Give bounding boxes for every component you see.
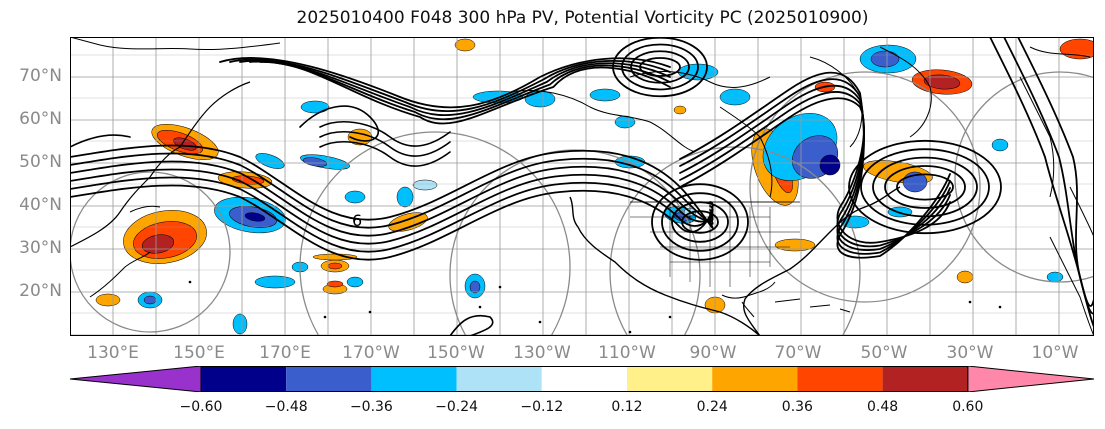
- lon-label: 150°W: [411, 343, 501, 363]
- pv-anomaly-fill: [1047, 272, 1063, 282]
- lon-label: 90°W: [668, 343, 758, 363]
- pv-anomaly-fill: [347, 277, 363, 287]
- colorbar-swatch: [797, 366, 882, 392]
- lon-label: 130°E: [68, 343, 158, 363]
- colorbar-tick-label: 0.24: [677, 399, 747, 415]
- island: [629, 331, 632, 334]
- pv-anomaly-fill: [255, 276, 295, 288]
- pv-anomaly-fill: [674, 106, 686, 114]
- colorbar-swatch: [712, 366, 797, 392]
- pv-anomaly-fill: [871, 51, 899, 67]
- island: [499, 286, 502, 289]
- colorbar: [70, 366, 1095, 392]
- pv-anomaly-fill: [144, 296, 156, 304]
- pv-anomaly-fill: [720, 89, 750, 105]
- island: [969, 301, 972, 304]
- colorbar-tick-label: 0.60: [933, 399, 1003, 415]
- lat-label: 30°N: [0, 238, 62, 258]
- island: [369, 311, 372, 314]
- lon-label: 50°W: [839, 343, 929, 363]
- lon-label: 30°W: [925, 343, 1015, 363]
- colorbar-tick-label: 0.36: [762, 399, 832, 415]
- lon-label: 130°W: [497, 343, 587, 363]
- colorbar-tick-label: −0.12: [507, 399, 577, 415]
- lon-label: 10°W: [1010, 343, 1100, 363]
- island: [479, 306, 482, 309]
- island: [669, 316, 672, 319]
- colorbar-swatch: [457, 366, 542, 392]
- pv-anomaly-fill: [96, 294, 120, 306]
- lon-label: 170°W: [326, 343, 416, 363]
- map-panel: 6: [70, 37, 1094, 336]
- colorbar-swatch: [883, 366, 968, 392]
- pv-anomaly-fill: [413, 180, 437, 190]
- island: [324, 316, 327, 319]
- pv-anomaly-fill: [328, 263, 342, 269]
- lon-label: 170°E: [240, 343, 330, 363]
- pv-anomaly-fill: [345, 191, 365, 203]
- lon-label: 150°E: [154, 343, 244, 363]
- lon-label: 110°W: [582, 343, 672, 363]
- colorbar-tick-label: −0.48: [251, 399, 321, 415]
- colorbar-swatch: [627, 366, 712, 392]
- pv-anomaly-fill: [470, 281, 480, 293]
- colorbar-extend-min: [70, 366, 201, 392]
- pv-anomaly-fill: [590, 89, 620, 101]
- pv-anomaly-fill: [397, 187, 413, 207]
- colorbar-tick-label: 0.12: [592, 399, 662, 415]
- colorbar-swatch: [542, 366, 627, 392]
- colorbar-swatch: [371, 366, 456, 392]
- colorbar-tick-label: −0.36: [336, 399, 406, 415]
- lat-label: 50°N: [0, 152, 62, 172]
- lat-label: 20°N: [0, 281, 62, 301]
- lon-label: 70°W: [753, 343, 843, 363]
- colorbar-tick-label: −0.60: [166, 399, 236, 415]
- island: [999, 306, 1002, 309]
- pv-anomaly-fill: [957, 271, 973, 283]
- colorbar-extend-max: [968, 366, 1094, 392]
- colorbar-tick-label: 0.48: [848, 399, 918, 415]
- lat-label: 60°N: [0, 109, 62, 129]
- contour-label: 6: [352, 211, 362, 230]
- pv-anomaly-fill: [327, 281, 343, 287]
- lat-label: 70°N: [0, 66, 62, 86]
- pv-anomaly-fill: [455, 39, 475, 51]
- colorbar-tick-label: −0.24: [422, 399, 492, 415]
- lat-label: 40°N: [0, 195, 62, 215]
- pv-anomaly-fill: [233, 314, 247, 334]
- colorbar-swatch: [201, 366, 286, 392]
- island: [539, 321, 542, 324]
- colorbar-swatch: [286, 366, 371, 392]
- map-title: 2025010400 F048 300 hPa PV, Potential Vo…: [0, 8, 1105, 28]
- pv-anomaly-fill: [301, 101, 329, 113]
- island: [189, 281, 192, 284]
